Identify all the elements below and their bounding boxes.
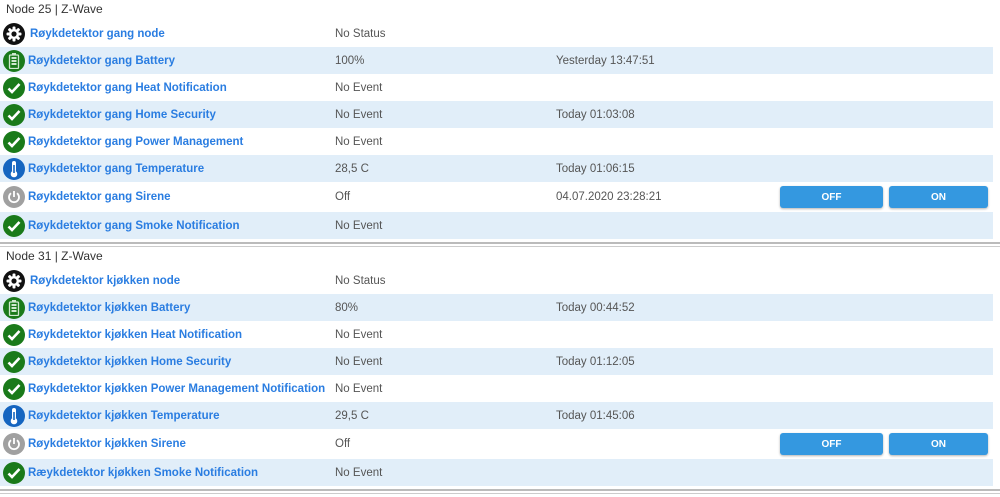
- last-updated: Yesterday 13:47:51: [556, 54, 655, 67]
- last-updated: Today 01:12:05: [556, 355, 635, 368]
- device-name-link[interactable]: Røykdetektor kjøkken Power Management No…: [28, 382, 326, 395]
- device-value: No Status: [335, 27, 386, 40]
- device-row: Røykdetektor gang Temperature 28,5 C Today…: [0, 155, 993, 182]
- device-name-link[interactable]: Røykdetektor kjøkken Sirene: [28, 438, 186, 450]
- device-row: Røykdetektor gang Battery 100% Yesterday 1…: [0, 47, 993, 74]
- device-row: Røykdetektor kjøkken Battery 80% Today 00:…: [0, 294, 993, 321]
- device-name-link[interactable]: Røykdetektor gang Heat Notification: [28, 81, 227, 94]
- section-divider: [0, 489, 1000, 494]
- off-button[interactable]: OFF: [780, 433, 883, 455]
- device-name-link[interactable]: Røykdetektor gang Battery: [28, 54, 175, 67]
- section-divider: [0, 242, 1000, 247]
- device-row: Røykdetektor kjøkken node No Status: [0, 267, 993, 294]
- device-name-link[interactable]: Røykdetektor gang Smoke Notification: [28, 219, 240, 232]
- device-name-link[interactable]: Røykdetektor gang Home Security: [28, 108, 216, 121]
- device-name-link[interactable]: Røykdetektor gang Temperature: [28, 162, 205, 175]
- last-updated: Today 01:03:08: [556, 108, 635, 121]
- device-row: Røykdetektor gang Heat Notification No Ev…: [0, 74, 993, 101]
- last-updated: Today 01:45:06: [556, 409, 635, 422]
- device-name-link[interactable]: Røykdetektor kjøkken Home Security: [28, 355, 232, 368]
- device-value: 29,5 C: [335, 409, 369, 422]
- device-name-link[interactable]: Røykdetektor kjøkken Temperature: [28, 409, 220, 422]
- device-name-link[interactable]: Røykdetektor kjøkken Battery: [28, 301, 191, 314]
- device-value: Off: [335, 438, 351, 450]
- device-row: Røykdetektor gang Smoke Notification No E…: [0, 212, 993, 239]
- device-name-link[interactable]: Røykdetektor gang node: [30, 27, 165, 40]
- last-updated: 04.07.2020 23:28:21: [556, 191, 662, 203]
- device-name-link[interactable]: Ræykdetektor kjøkken Smoke Notification: [28, 466, 259, 479]
- device-value: No Event: [335, 135, 383, 148]
- device-row: Røykdetektor gang Sirene Off 04.07.2020 23…: [0, 182, 993, 212]
- device-row: Ræykdetektor kjøkken Smoke Notification N…: [0, 459, 993, 486]
- device-row: Røykdetektor gang node No Status: [0, 20, 993, 47]
- device-name-link[interactable]: Røykdetektor kjøkken node: [30, 274, 181, 287]
- device-row: Røykdetektor gang Home Security No Event T…: [0, 101, 993, 128]
- device-row: Røykdetektor gang Power Management No Eve…: [0, 128, 993, 155]
- device-name-link[interactable]: Røykdetektor kjøkken Heat Notification: [28, 328, 243, 341]
- last-updated: Today 00:44:52: [556, 301, 635, 314]
- device-row: Røykdetektor kjøkken Home Security No Eve…: [0, 348, 993, 375]
- device-value: 80%: [335, 301, 359, 314]
- node-section: Node 31 | Z-Wave Røykdetektor kjøkken nod…: [0, 247, 1000, 494]
- device-row: Røykdetektor kjøkken Sirene Off OFF ON: [0, 429, 993, 459]
- device-name-link[interactable]: Røykdetektor gang Sirene: [28, 191, 171, 203]
- device-value: No Event: [335, 382, 383, 395]
- device-value: No Event: [335, 466, 383, 479]
- device-name-link[interactable]: Røykdetektor gang Power Management: [28, 135, 244, 148]
- device-value: Off: [335, 191, 351, 203]
- device-row: Røykdetektor kjøkken Temperature 29,5 C To…: [0, 402, 993, 429]
- device-value: No Event: [335, 328, 383, 341]
- device-value: 28,5 C: [335, 162, 369, 175]
- node-header: Node 25 | Z-Wave: [6, 2, 103, 16]
- node-header: Node 31 | Z-Wave: [6, 249, 103, 263]
- device-row: Røykdetektor kjøkken Heat Notification No…: [0, 321, 993, 348]
- device-value: 100%: [335, 54, 365, 67]
- device-row: Røykdetektor kjøkken Power Management No…: [0, 375, 993, 402]
- on-button[interactable]: ON: [889, 186, 988, 208]
- off-button[interactable]: OFF: [780, 186, 883, 208]
- device-value: No Event: [335, 108, 383, 121]
- device-value: No Status: [335, 274, 386, 287]
- node-section: Node 25 | Z-Wave Røykdetektor gang node No…: [0, 0, 1000, 247]
- last-updated: Today 01:06:15: [556, 162, 635, 175]
- device-value: No Event: [335, 81, 383, 94]
- device-value: No Event: [335, 355, 383, 368]
- on-button[interactable]: ON: [889, 433, 988, 455]
- device-value: No Event: [335, 219, 383, 232]
